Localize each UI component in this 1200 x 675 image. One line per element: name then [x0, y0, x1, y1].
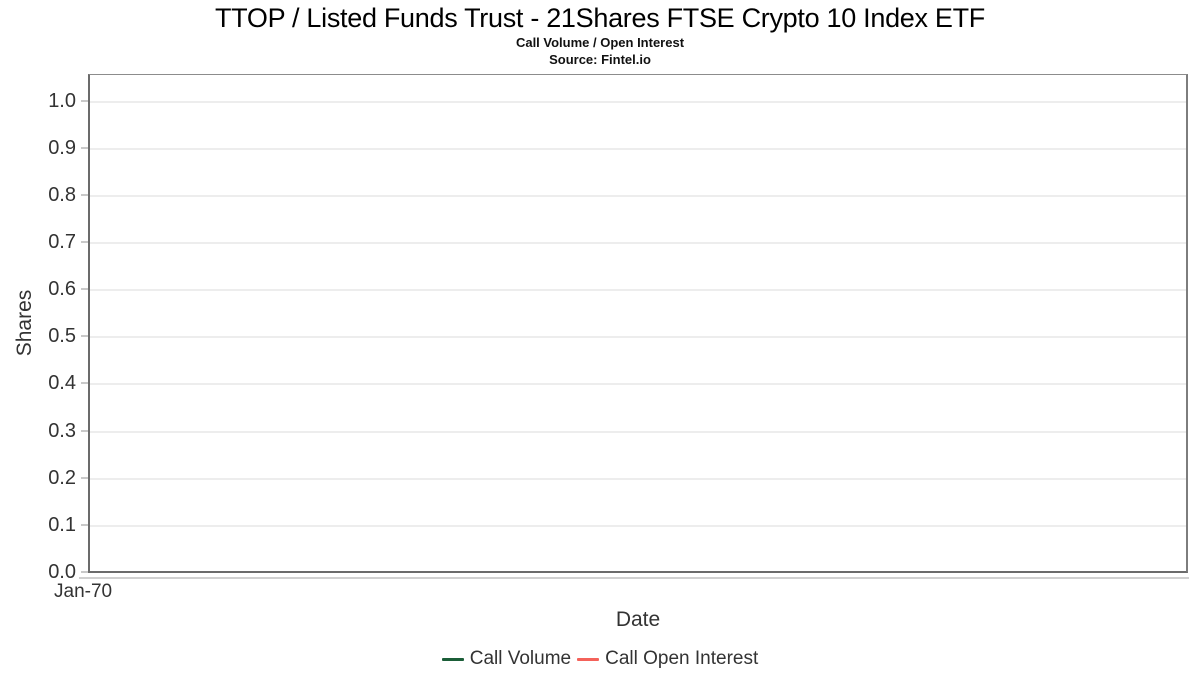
legend: Call Volume Call Open Interest	[0, 647, 1200, 671]
x-tick-label: Jan-70	[54, 581, 113, 602]
y-gridline	[90, 524, 1186, 527]
y-tick-label: 0.7	[48, 230, 76, 253]
legend-item[interactable]: Call Volume	[441, 648, 572, 670]
y-gridline	[90, 383, 1186, 386]
plot-area	[88, 74, 1188, 573]
y-gridline	[90, 100, 1186, 103]
legend-item[interactable]: Call Open Interest	[577, 648, 758, 670]
y-tick-mark	[81, 382, 88, 385]
chart-source-label: Source: Fintel.io	[549, 52, 651, 67]
y-tick-mark	[81, 476, 88, 479]
y-tick-label: 0.0	[48, 561, 76, 583]
y-tick-label: 0.1	[48, 513, 76, 536]
chart-title: TTOP / Listed Funds Trust - 21Shares FTS…	[214, 3, 985, 33]
chart-subtitle: Call Volume / Open Interest	[515, 35, 685, 50]
y-tick-mark	[81, 288, 88, 291]
y-tick-mark	[81, 240, 88, 243]
y-tick-mark	[81, 429, 88, 432]
legend-label: Call Volume	[469, 648, 572, 669]
y-gridline	[90, 194, 1186, 197]
y-tick-mark	[81, 571, 88, 573]
y-tick-mark	[81, 99, 88, 102]
legend-label: Call Open Interest	[605, 648, 759, 669]
y-tick-mark	[81, 193, 88, 196]
y-gridline	[90, 477, 1186, 480]
legend-line-icon	[441, 657, 464, 661]
y-tick-mark	[81, 523, 88, 526]
y-gridline	[90, 241, 1186, 244]
x-axis-title: Date	[615, 608, 661, 631]
legend-line-icon	[577, 657, 600, 661]
y-gridline	[90, 336, 1186, 339]
y-gridline	[90, 430, 1186, 433]
y-tick-label: 0.4	[48, 372, 76, 395]
y-tick-label: 0.8	[48, 183, 76, 206]
y-tick-label: 0.6	[48, 278, 76, 301]
y-tick-mark	[81, 146, 88, 149]
y-gridline	[90, 147, 1186, 150]
y-tick-label: 0.9	[48, 136, 76, 159]
y-tick-label: 0.2	[48, 466, 76, 489]
y-tick-label: 0.5	[48, 325, 76, 348]
y-tick-label: 1.0	[48, 89, 76, 112]
y-tick-label: 0.3	[48, 419, 76, 442]
x-axis-line	[79, 577, 1189, 579]
y-gridline	[90, 289, 1186, 292]
y-tick-mark	[81, 335, 88, 338]
